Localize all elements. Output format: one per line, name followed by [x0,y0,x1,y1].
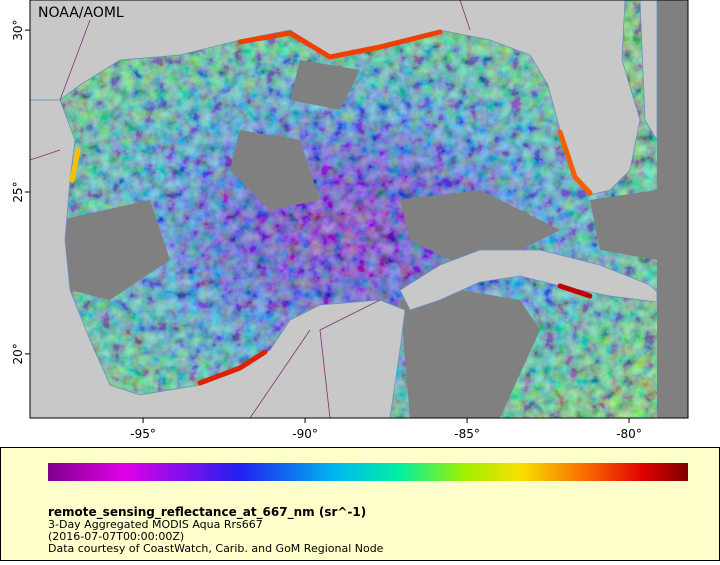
map: NOAA/AOML [30,0,688,418]
x-tick-label: -80° [616,427,642,441]
y-tick-label: 20° [11,343,25,364]
land [30,0,658,418]
legend-credit: Data courtesy of CoastWatch, Carib. and … [48,542,384,555]
legend-product: 3-Day Aggregated MODIS Aqua Rrs667 [48,518,263,531]
colorbar [48,463,688,481]
credit-label: NOAA/AOML [38,5,124,21]
map-frame [29,0,689,419]
x-tick-label: -85° [454,427,480,441]
legend-time: (2016-07-07T00:00:00Z) [48,530,184,543]
x-tick-label: -95° [130,427,156,441]
x-tick-label: -90° [292,427,318,441]
y-tick-label: 30° [11,19,25,40]
coastal-high-reflectance [69,29,593,386]
cloud-mask [60,0,688,418]
y-tick-label: 25° [11,181,25,202]
borders [30,0,471,418]
legend-variable: remote_sensing_reflectance_at_667_nm (sr… [48,505,366,520]
